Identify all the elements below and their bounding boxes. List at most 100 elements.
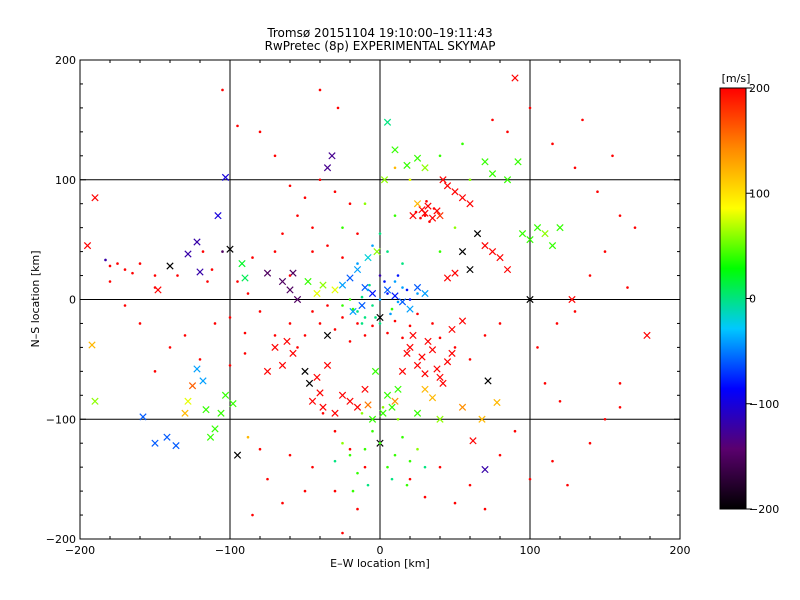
data-point-cross — [496, 253, 504, 262]
data-point-dot — [318, 178, 322, 182]
data-point-cross — [358, 301, 366, 310]
data-point-cross — [83, 241, 92, 250]
data-point-dot — [311, 226, 314, 229]
data-point-cross — [488, 247, 497, 256]
data-point-cross — [391, 292, 399, 300]
data-point-dot — [360, 322, 364, 325]
data-point-cross — [364, 401, 372, 409]
data-point-dot — [258, 130, 262, 134]
data-point-cross — [293, 295, 302, 304]
data-point-cross — [458, 317, 467, 325]
data-point-dot — [228, 364, 232, 367]
data-point-dot — [378, 232, 382, 235]
data-point-dot — [386, 465, 389, 469]
data-point-cross — [413, 200, 422, 208]
data-point-cross — [346, 397, 354, 405]
data-point-cross — [353, 403, 362, 411]
data-point-cross — [556, 224, 564, 232]
data-point-dot — [341, 531, 344, 535]
y-tick-label: −200 — [46, 533, 76, 546]
data-point-cross — [503, 176, 512, 184]
data-point-cross — [473, 230, 482, 238]
data-point-dot — [281, 501, 284, 505]
data-point-cross — [226, 245, 234, 253]
data-point-dot — [419, 216, 422, 220]
data-point-dot — [176, 274, 179, 277]
data-point-cross — [443, 182, 452, 190]
data-point-dot — [333, 459, 337, 463]
data-point-cross — [409, 331, 417, 340]
data-point-cross — [376, 313, 384, 322]
data-point-dot — [528, 477, 532, 481]
data-point-cross — [331, 409, 339, 417]
data-point-dot — [558, 399, 562, 403]
data-point-dot — [281, 232, 284, 235]
data-point-dot — [366, 288, 370, 292]
data-point-dot — [336, 106, 340, 110]
x-tick-label: 100 — [520, 544, 541, 557]
data-point-dot — [438, 250, 442, 253]
data-point-dot — [543, 382, 547, 385]
data-point-cross — [188, 382, 197, 390]
data-point-cross — [271, 343, 279, 352]
data-point-cross — [361, 385, 369, 393]
data-point-dot — [168, 346, 172, 349]
data-point-cross — [313, 373, 321, 381]
colorbar-tick-label: −200 — [749, 503, 779, 516]
x-tick-label: 0 — [377, 544, 384, 557]
data-point-cross — [263, 367, 272, 375]
data-point-dot — [408, 298, 412, 301]
data-point-cross — [91, 397, 99, 405]
data-point-dot — [393, 453, 397, 457]
data-point-cross — [428, 214, 437, 222]
data-point-cross — [323, 331, 332, 340]
data-point-dot — [104, 258, 107, 262]
data-point-cross — [433, 365, 441, 373]
data-point-dot — [555, 322, 559, 325]
data-point-dot — [356, 507, 359, 511]
data-point-dot — [116, 262, 119, 265]
data-point-dot — [341, 256, 344, 259]
data-point-dot — [228, 316, 232, 319]
x-axis-label: E–W location [km] — [330, 557, 430, 570]
data-point-dot — [416, 312, 419, 316]
data-point-dot — [348, 340, 352, 343]
data-point-dot — [341, 304, 344, 307]
colorbar-unit-label: [m/s] — [722, 72, 751, 85]
data-point-dot — [378, 322, 382, 325]
data-point-dot — [438, 154, 442, 158]
data-point-dot — [351, 489, 355, 493]
data-point-cross — [526, 236, 534, 244]
data-point-cross — [409, 212, 417, 220]
data-point-dot — [453, 226, 457, 229]
data-point-dot — [221, 88, 224, 92]
grid-lines — [80, 60, 680, 539]
data-point-cross — [196, 268, 204, 276]
data-point-cross — [319, 403, 327, 411]
data-point-cross — [421, 164, 429, 172]
data-point-dot — [123, 268, 127, 271]
data-point-cross — [323, 164, 332, 172]
data-point-dot — [389, 312, 392, 316]
data-point-cross — [380, 176, 389, 184]
data-point-dot — [386, 250, 389, 253]
data-point-cross — [403, 161, 411, 170]
data-point-cross — [391, 397, 399, 405]
data-point-dot — [498, 453, 502, 457]
data-point-dot — [318, 322, 322, 325]
colorbar-tick-label: 0 — [749, 293, 756, 306]
data-point-dot — [243, 331, 247, 335]
data-point-dot — [528, 106, 532, 110]
y-tick-label: 0 — [69, 294, 76, 307]
data-point-cross — [398, 367, 407, 375]
data-point-dot — [468, 358, 472, 361]
data-point-dot — [311, 310, 314, 313]
data-point-dot — [356, 262, 359, 265]
data-point-cross — [548, 241, 557, 250]
data-point-cross — [421, 289, 429, 298]
data-point-cross — [383, 118, 392, 126]
data-point-cross — [233, 451, 242, 459]
data-point-dot — [461, 142, 464, 146]
data-point-cross — [418, 353, 426, 361]
data-point-dot — [423, 214, 427, 217]
